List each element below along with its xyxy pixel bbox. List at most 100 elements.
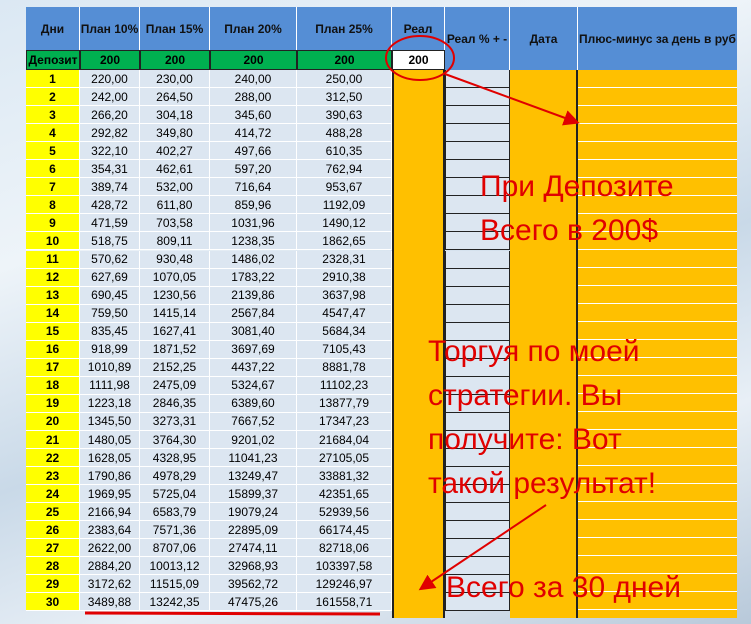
- plan25-value: 17347,23: [297, 412, 392, 431]
- strategy-line: Торгуя по моей: [428, 335, 640, 368]
- plan10-value: 1223,18: [80, 394, 140, 413]
- plan10-value: 2884,20: [80, 557, 140, 576]
- deposit-note-line2: Всего в 200$: [480, 214, 659, 247]
- plus-minus-column[interactable]: [578, 70, 737, 618]
- plan20-value: 13249,47: [210, 467, 297, 486]
- plan15-value: 462,61: [140, 160, 210, 179]
- deposit-note-line1: При Депозите: [480, 170, 674, 203]
- plan15-value: 2152,25: [140, 358, 210, 377]
- plan20-value: 288,00: [210, 88, 297, 107]
- real-pct-cell[interactable]: [445, 449, 510, 468]
- plan15-value: 532,00: [140, 178, 210, 197]
- day-number: 10: [26, 232, 80, 251]
- days30-note: Всего за 30 дней: [446, 571, 681, 604]
- day-number: 9: [26, 214, 80, 233]
- plan25-value: 4547,47: [297, 304, 392, 323]
- deposit-plan15: 200: [140, 50, 210, 70]
- plan15-value: 304,18: [140, 106, 210, 125]
- plan25-value: 52939,56: [297, 503, 392, 522]
- real-pct-cell[interactable]: [445, 178, 510, 197]
- plan20-value: 3697,69: [210, 340, 297, 359]
- real-pct-cell[interactable]: [445, 268, 510, 287]
- plan25-value: 13877,79: [297, 394, 392, 413]
- day-number: 11: [26, 250, 80, 269]
- day-number: 29: [26, 575, 80, 594]
- plan20-value: 859,96: [210, 196, 297, 215]
- real-pct-cell[interactable]: [445, 539, 510, 558]
- real-pct-cell[interactable]: [445, 286, 510, 305]
- plan10-value: 242,00: [80, 88, 140, 107]
- day-number: 23: [26, 467, 80, 486]
- real-pct-cell[interactable]: [445, 322, 510, 341]
- highlight-circle: [385, 35, 455, 81]
- real-pct-cell[interactable]: [445, 431, 510, 449]
- real-pct-cell[interactable]: [445, 160, 510, 179]
- plan20-value: 345,60: [210, 106, 297, 125]
- plan10-value: 2166,94: [80, 503, 140, 522]
- real-pct-cell[interactable]: [445, 358, 510, 377]
- real-pct-cell[interactable]: [445, 214, 510, 233]
- real-pct-cell[interactable]: [445, 304, 510, 323]
- plan25-value: 21684,04: [297, 431, 392, 449]
- day-number: 4: [26, 124, 80, 143]
- real-pct-cell[interactable]: [445, 394, 510, 413]
- real-pct-cell[interactable]: [445, 124, 510, 143]
- plan10-value: 2622,00: [80, 539, 140, 558]
- plan10-value: 1480,05: [80, 431, 140, 449]
- day-number: 25: [26, 503, 80, 522]
- plan15-value: 1627,41: [140, 322, 210, 341]
- day-number: 5: [26, 142, 80, 161]
- plan20-value: 414,72: [210, 124, 297, 143]
- plan10-value: 835,45: [80, 322, 140, 341]
- plan20-value: 1031,96: [210, 214, 297, 233]
- plan15-value: 264,50: [140, 88, 210, 107]
- plan15-value: 1415,14: [140, 304, 210, 323]
- plan10-value: 627,69: [80, 268, 140, 287]
- day-number: 22: [26, 449, 80, 468]
- deposit-plan10: 200: [80, 50, 140, 70]
- plan20-value: 27474,11: [210, 539, 297, 558]
- plan25-value: 3637,98: [297, 286, 392, 305]
- plan10-value: 292,82: [80, 124, 140, 143]
- plan15-value: 230,00: [140, 70, 210, 88]
- plan20-value: 2139,86: [210, 286, 297, 305]
- plan20-value: 716,64: [210, 178, 297, 197]
- real-column[interactable]: [392, 70, 445, 618]
- real-pct-cell[interactable]: [445, 232, 510, 251]
- day-number: 16: [26, 340, 80, 359]
- real-pct-cell[interactable]: [445, 106, 510, 125]
- real-pct-cell[interactable]: [445, 575, 510, 594]
- real-pct-cell[interactable]: [445, 340, 510, 359]
- date-column[interactable]: [510, 70, 578, 618]
- plan10-value: 918,99: [80, 340, 140, 359]
- day-number: 3: [26, 106, 80, 125]
- plan20-value: 15899,37: [210, 485, 297, 504]
- plan20-value: 1783,22: [210, 268, 297, 287]
- real-pct-cell[interactable]: [445, 412, 510, 431]
- plan20-value: 1486,02: [210, 250, 297, 269]
- real-pct-cell[interactable]: [445, 503, 510, 522]
- plan25-value: 42351,65: [297, 485, 392, 504]
- header-days: Дни: [26, 7, 80, 50]
- real-pct-cell[interactable]: [445, 70, 510, 88]
- strategy-line: стратегии. Вы: [428, 379, 623, 412]
- plan15-value: 4978,29: [140, 467, 210, 486]
- real-pct-cell[interactable]: [445, 376, 510, 395]
- plan10-value: 389,74: [80, 178, 140, 197]
- plan15-value: 7571,36: [140, 521, 210, 540]
- plan25-value: 1490,12: [297, 214, 392, 233]
- deposit-real-input[interactable]: 200: [392, 50, 445, 70]
- plan15-value: 402,27: [140, 142, 210, 161]
- real-pct-cell[interactable]: [445, 196, 510, 215]
- deposit-plan20: 200: [210, 50, 297, 70]
- plan20-value: 6389,60: [210, 394, 297, 413]
- plan10-value: 3172,62: [80, 575, 140, 594]
- day-number: 19: [26, 394, 80, 413]
- strategy-line: получите: Вот: [428, 423, 622, 456]
- real-pct-cell[interactable]: [445, 250, 510, 269]
- real-pct-cell[interactable]: [445, 485, 510, 504]
- real-pct-cell[interactable]: [445, 593, 510, 612]
- plan25-value: 11102,23: [297, 376, 392, 395]
- real-pct-cell[interactable]: [445, 467, 510, 486]
- real-pct-cell[interactable]: [445, 142, 510, 161]
